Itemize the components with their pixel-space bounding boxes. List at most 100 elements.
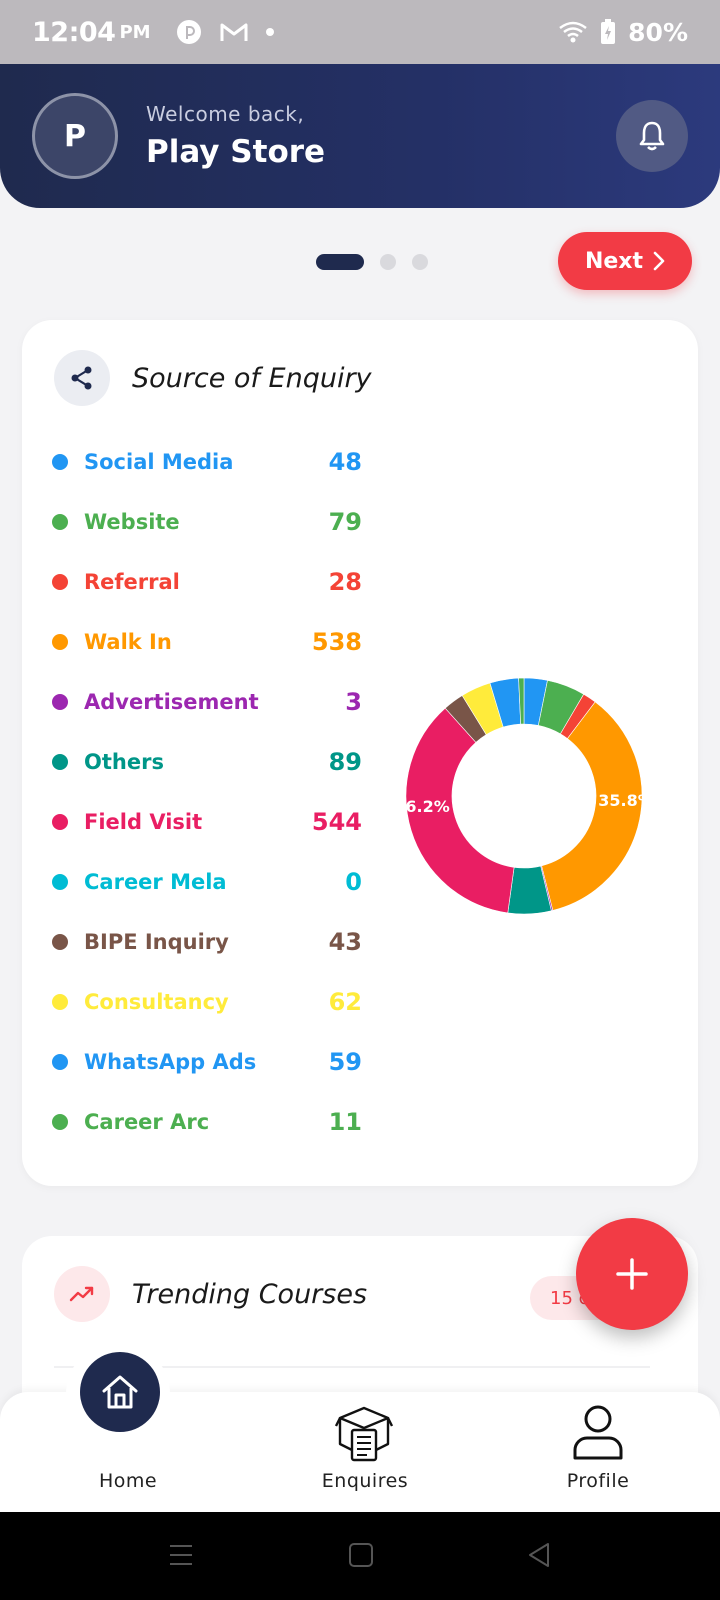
next-button[interactable]: Next: [558, 232, 692, 290]
donut-slice[interactable]: [405, 707, 515, 914]
bell-icon: [639, 121, 665, 151]
enquiry-donut-chart: 36.2% 35.8%: [394, 677, 654, 915]
legend-value: 544: [311, 808, 362, 836]
legend-row: Field Visit 544: [52, 792, 362, 852]
status-time: 12:04: [32, 16, 116, 48]
legend-dot: [52, 1054, 68, 1070]
trending-title: Trending Courses: [132, 1278, 368, 1310]
status-ampm: PM: [119, 21, 151, 43]
nav-profile-label[interactable]: Profile: [566, 1470, 630, 1492]
trending-up-icon: [69, 1286, 94, 1302]
back-triangle-icon[interactable]: [526, 1542, 552, 1568]
legend-row: Walk In 538: [52, 612, 362, 672]
legend-row: Consultancy 62: [52, 972, 362, 1032]
donut-label-walk-in: 35.8%: [598, 791, 654, 810]
legend-value: 3: [345, 688, 362, 716]
gmail-icon: [220, 23, 248, 41]
legend-dot: [52, 514, 68, 530]
nav-home-label[interactable]: Home: [98, 1470, 158, 1492]
legend-label: Social Media: [84, 450, 234, 474]
legend-value: 48: [328, 448, 362, 476]
legend-row: Advertisement 3: [52, 672, 362, 732]
wifi-icon: [559, 21, 587, 43]
legend-value: 79: [328, 508, 362, 536]
legend-dot: [52, 574, 68, 590]
app-header: P Welcome back, Play Store: [0, 64, 720, 208]
donut-slice[interactable]: [541, 701, 643, 911]
legend-value: 11: [328, 1108, 362, 1136]
notification-dot-icon: [265, 28, 274, 36]
profile-icon[interactable]: [571, 1404, 625, 1462]
legend-row: Career Mela 0: [52, 852, 362, 912]
legend-dot: [52, 934, 68, 950]
legend-dot: [52, 454, 68, 470]
user-name: Play Store: [146, 134, 326, 170]
legend-row: Website 79: [52, 492, 362, 552]
battery-percent: 80%: [628, 17, 688, 47]
welcome-block: Welcome back, Play Store: [146, 102, 325, 170]
battery-icon: [601, 19, 616, 44]
legend-row: Others 89: [52, 732, 362, 792]
carousel-pager: Next: [0, 226, 720, 296]
legend-label: Consultancy: [84, 990, 229, 1014]
legend-dot: [52, 754, 68, 770]
legend-label: BIPE Inquiry: [84, 930, 229, 954]
next-label: Next: [584, 248, 644, 274]
welcome-text: Welcome back,: [146, 102, 305, 126]
legend-row: Career Arc 11: [52, 1092, 362, 1152]
legend-dot: [52, 694, 68, 710]
avatar-letter: P: [64, 118, 86, 154]
plus-icon: [616, 1258, 648, 1290]
home-square-icon[interactable]: [348, 1542, 374, 1568]
status-bar: 12:04 PM 80%: [0, 0, 720, 64]
legend-label: Website: [84, 510, 180, 534]
share-icon: [71, 366, 92, 390]
trending-icon-circle: [54, 1266, 110, 1322]
legend-value: 0: [345, 868, 362, 896]
donut-label-field-visit: 36.2%: [394, 797, 450, 816]
home-icon: [102, 1375, 138, 1409]
legend-row: WhatsApp Ads 59: [52, 1032, 362, 1092]
page-dot[interactable]: [412, 254, 428, 270]
legend-label: Career Arc: [84, 1110, 210, 1134]
nav-enquires-label[interactable]: Enquires: [321, 1470, 409, 1492]
legend-label: Others: [84, 750, 164, 774]
enquiry-source-legend: Social Media 48 Website 79 Referral 28 Walk In…: [52, 432, 362, 1152]
menu-icon[interactable]: [168, 1542, 194, 1568]
system-navigation-bar: [0, 1512, 720, 1600]
legend-label: Referral: [84, 570, 180, 594]
legend-value: 28: [328, 568, 362, 596]
legend-row: BIPE Inquiry 43: [52, 912, 362, 972]
share-icon-circle: [54, 350, 110, 406]
card-title: Source of Enquiry: [132, 362, 372, 394]
enquires-box-icon[interactable]: [334, 1404, 394, 1462]
legend-row: Referral 28: [52, 552, 362, 612]
nav-home-button[interactable]: [80, 1352, 160, 1432]
page-indicator: [316, 254, 428, 270]
donut-slice[interactable]: [518, 677, 525, 725]
legend-label: Career Mela: [84, 870, 227, 894]
legend-dot: [52, 1114, 68, 1130]
page-dot[interactable]: [380, 254, 396, 270]
legend-dot: [52, 994, 68, 1010]
legend-row: Social Media 48: [52, 432, 362, 492]
page-dot-active[interactable]: [316, 254, 364, 270]
legend-label: Field Visit: [84, 810, 203, 834]
avatar[interactable]: P: [32, 93, 118, 179]
legend-value: 59: [328, 1048, 362, 1076]
chevron-right-icon: [653, 251, 665, 271]
notifications-button[interactable]: [616, 100, 688, 172]
divider: [54, 1366, 650, 1368]
legend-value: 43: [328, 928, 362, 956]
legend-dot: [52, 634, 68, 650]
source-of-enquiry-card: Source of Enquiry Social Media 48 Website 7…: [22, 320, 698, 1186]
legend-label: WhatsApp Ads: [84, 1050, 257, 1074]
legend-value: 62: [328, 988, 362, 1016]
legend-value: 538: [311, 628, 362, 656]
app-notification-icon: [176, 20, 201, 44]
legend-label: Walk In: [84, 630, 172, 654]
legend-label: Advertisement: [84, 690, 259, 714]
legend-dot: [52, 874, 68, 890]
add-enquiry-button[interactable]: [576, 1218, 688, 1330]
legend-dot: [52, 814, 68, 830]
